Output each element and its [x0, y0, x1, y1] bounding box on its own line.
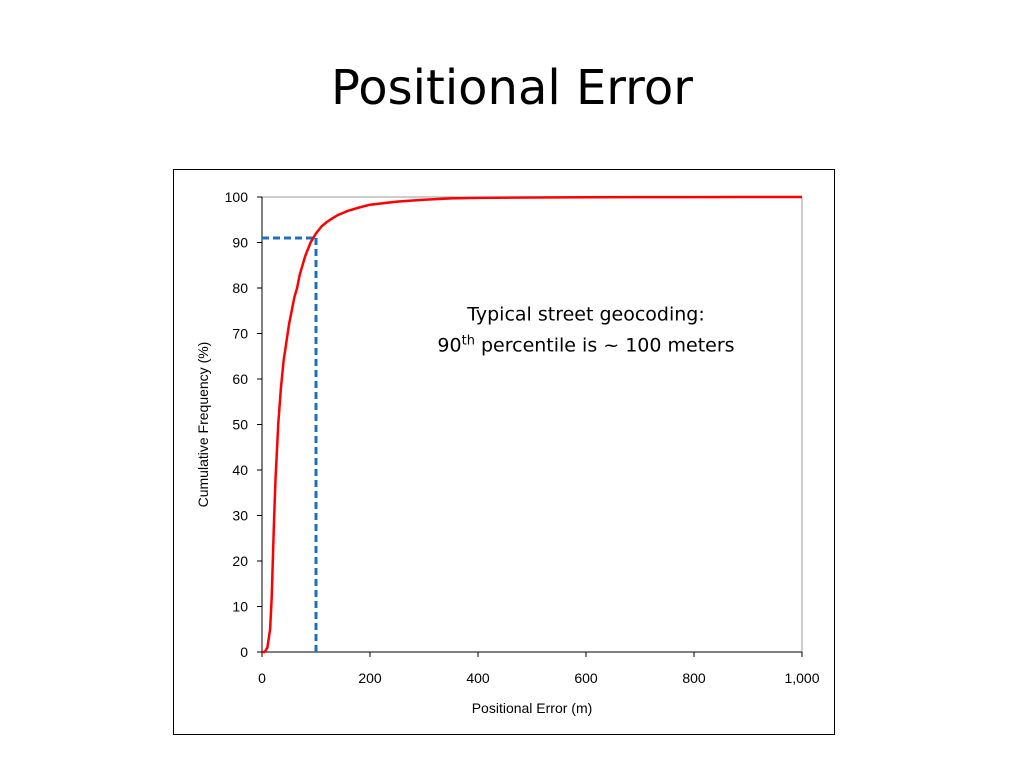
y-tick-label: 20	[232, 553, 248, 569]
chart-series	[262, 195, 802, 654]
x-tick-label: 0	[258, 670, 266, 686]
x-tick-label: 1,000	[784, 670, 819, 686]
x-tick-label: 600	[574, 670, 598, 686]
y-tick-label: 50	[232, 417, 248, 433]
annotation-superscript: th	[462, 333, 475, 348]
y-tick-label: 80	[232, 280, 248, 296]
y-tick-label: 100	[225, 189, 249, 205]
y-axis-label: Cumulative Frequency (%)	[195, 342, 211, 508]
chart-reference-lines	[262, 236, 318, 652]
y-tick-label: 70	[232, 326, 248, 342]
chart-axes	[261, 196, 803, 653]
y-tick-label: 90	[232, 235, 248, 251]
x-tick-label: 800	[682, 670, 706, 686]
annotation-rest: percentile is ~ 100 meters	[475, 334, 735, 356]
chart-ticks: 0 10 20 30 40 50 60 70 80 90 100 0 200 400 600 800 1,000	[225, 189, 820, 686]
y-tick-label: 60	[232, 371, 248, 387]
annotation-line-2: 90th percentile is ~ 100 meters	[437, 333, 734, 356]
y-tick-label: 10	[232, 599, 248, 615]
y-tick-label: 0	[240, 644, 248, 660]
slide-title: Positional Error	[331, 60, 693, 116]
y-tick-label: 30	[232, 508, 248, 524]
x-axis-label: Positional Error (m)	[472, 700, 593, 716]
x-tick-label: 400	[466, 670, 490, 686]
annotation-ordinal: 90	[437, 334, 461, 356]
y-tick-label: 40	[232, 462, 248, 478]
cumulative-frequency-line	[262, 195, 802, 654]
annotation-line-1: Typical street geocoding:	[466, 303, 705, 325]
chart-frame	[173, 169, 835, 735]
x-tick-label: 200	[358, 670, 382, 686]
